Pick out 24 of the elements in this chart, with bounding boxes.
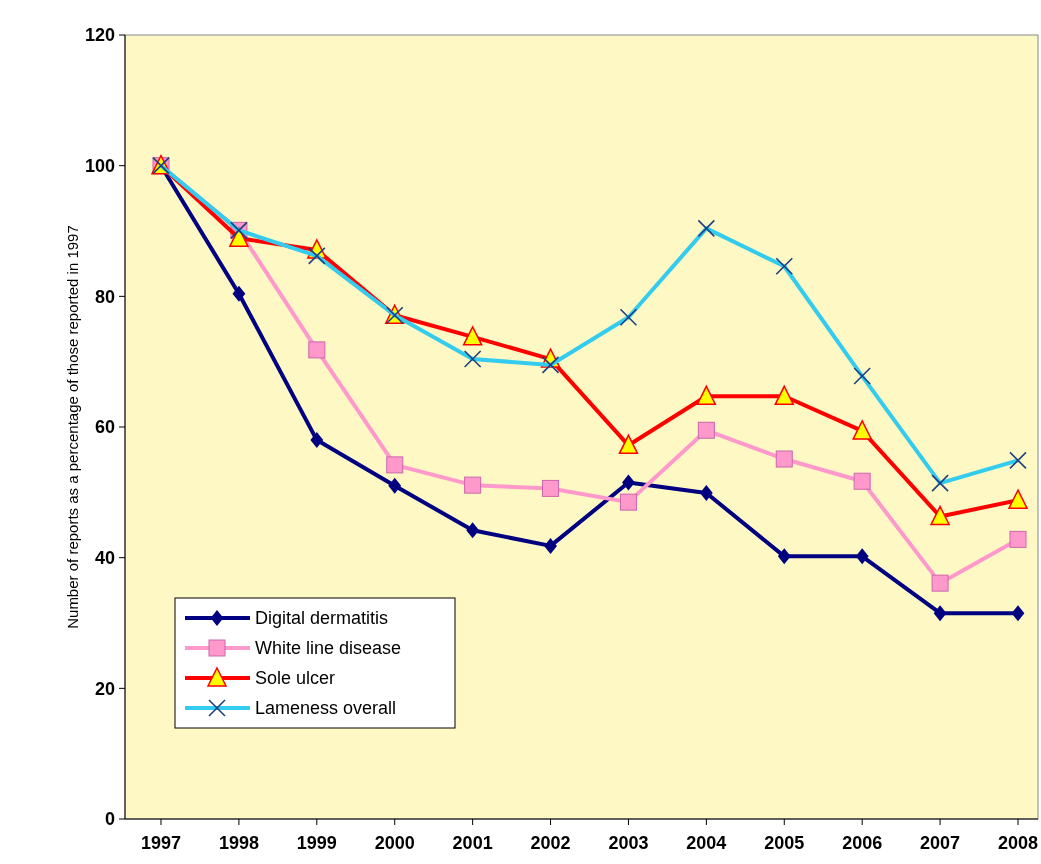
x-tick-label: 2005: [764, 833, 805, 853]
y-axis-title: Number of reports as a percentage of those reported in 1997: [64, 225, 81, 629]
x-tick-label: 1998: [218, 833, 259, 853]
x-tick-label: 2000: [374, 833, 415, 853]
x-tick-label: 1997: [140, 833, 182, 853]
x-tick-label: 2006: [842, 833, 883, 853]
legend-label: Lameness overall: [255, 698, 397, 719]
y-tick-label: 60: [94, 417, 115, 438]
legend-label: White line disease: [255, 638, 402, 659]
x-tick-label: 2007: [920, 833, 961, 853]
y-tick-label: 80: [94, 286, 115, 307]
x-tick-label: 2004: [686, 833, 727, 853]
x-tick-label: 1999: [296, 833, 337, 853]
legend-label: Digital dermatitis: [255, 608, 389, 629]
x-tick-label: 2003: [608, 833, 649, 853]
y-tick-label: 120: [84, 25, 115, 46]
x-tick-label: 2002: [530, 833, 571, 853]
y-tick-label: 100: [84, 155, 115, 176]
y-tick-label: 20: [94, 678, 115, 699]
x-tick-label: 2001: [452, 833, 493, 853]
legend-label: Sole ulcer: [255, 668, 336, 689]
y-tick-label: 40: [94, 547, 115, 568]
y-tick-label: 0: [104, 809, 115, 830]
x-tick-label: 2008: [997, 833, 1039, 853]
